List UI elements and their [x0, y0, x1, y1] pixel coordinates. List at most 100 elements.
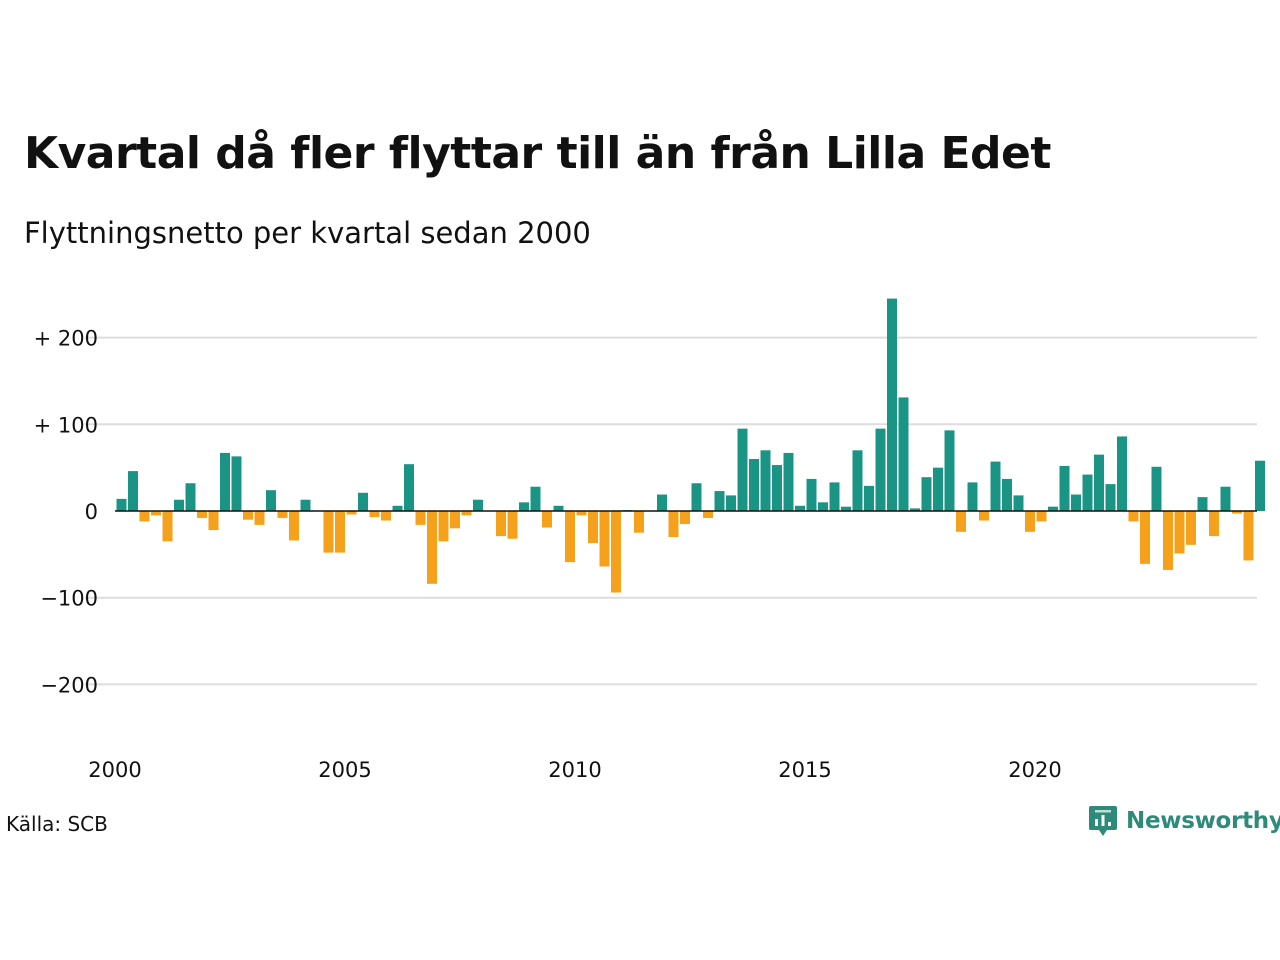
bar: [1174, 511, 1185, 554]
bar: [933, 467, 943, 511]
bar: [392, 505, 403, 511]
y-axis-labels: + 200 + 100 0 −100 −200: [34, 327, 98, 698]
bar: [680, 511, 690, 525]
x-tick-label: 2005: [318, 758, 371, 782]
bar: [1128, 511, 1139, 522]
bar: [829, 482, 840, 511]
bar: [335, 511, 345, 553]
bar: [772, 465, 782, 511]
bar: [1163, 511, 1173, 570]
bar-chart: + 200 + 100 0 −100 −200 2000 2005 2010 2015 2020: [34, 298, 1265, 782]
brand-name: Newsworthy: [1126, 808, 1280, 834]
bar: [231, 456, 242, 511]
bar: [323, 511, 334, 553]
bar: [450, 511, 460, 529]
bar: [1048, 506, 1058, 511]
bar: [289, 511, 299, 541]
bar: [1071, 494, 1081, 511]
bar: [1197, 497, 1208, 511]
bar: [1243, 511, 1254, 561]
x-tick-label: 2020: [1008, 758, 1061, 782]
bar: [1209, 511, 1219, 537]
bar: [197, 511, 207, 518]
chart-subtitle: Flyttningsnetto per kvartal sedan 2000: [24, 216, 591, 250]
bar: [967, 482, 978, 511]
bar: [783, 452, 794, 511]
bar: [565, 511, 575, 563]
bar: [1105, 484, 1116, 511]
bar: [737, 428, 748, 511]
bar: [749, 458, 759, 511]
bar: [668, 511, 679, 538]
bar: [956, 511, 966, 532]
bar: [116, 498, 127, 511]
bar: [1186, 511, 1196, 545]
bar: [944, 430, 955, 511]
bar: [703, 511, 713, 518]
bar: [300, 499, 311, 511]
bar: [1059, 465, 1070, 511]
bar: [588, 511, 598, 544]
chart-speech-bubble-icon: [1089, 806, 1117, 836]
bar: [979, 511, 989, 521]
bar: [875, 428, 886, 511]
bar: [760, 450, 771, 511]
bar: [714, 491, 725, 511]
bar: [415, 511, 426, 525]
bar: [128, 471, 138, 511]
y-tick-label: −200: [40, 673, 98, 697]
x-axis-labels: 2000 2005 2010 2015 2020: [88, 758, 1061, 782]
bar: [139, 511, 150, 522]
x-tick-label: 2010: [548, 758, 601, 782]
y-tick-label: −100: [40, 587, 98, 611]
bar: [795, 505, 805, 511]
bar: [841, 506, 851, 511]
bar: [254, 511, 265, 525]
bar: [898, 397, 909, 511]
bar: [1151, 466, 1162, 511]
bar: [726, 495, 736, 511]
bar: [346, 511, 357, 515]
bar: [266, 490, 276, 511]
bar: [1002, 478, 1012, 511]
bar: [1117, 436, 1127, 511]
x-tick-label: 2015: [778, 758, 831, 782]
bar: [1082, 474, 1093, 511]
bar: [818, 502, 828, 511]
bar: [369, 511, 380, 518]
bar: [691, 483, 702, 511]
bars: [116, 298, 1265, 593]
bar: [1025, 511, 1035, 532]
brand-logo: Newsworthy: [1088, 804, 1280, 838]
grid-lines: [85, 336, 1257, 686]
bar: [496, 511, 506, 537]
bar: [473, 499, 483, 511]
bar: [990, 461, 1001, 511]
bar: [553, 505, 564, 511]
bar: [852, 450, 863, 511]
bar: [151, 511, 161, 516]
y-tick-label: + 200: [34, 327, 98, 351]
bar: [381, 511, 391, 521]
bar: [921, 477, 932, 511]
bar: [404, 464, 414, 511]
y-tick-label: 0: [85, 500, 98, 524]
bar: [519, 502, 529, 511]
bar: [806, 478, 817, 511]
bar: [162, 511, 173, 542]
bar: [438, 511, 449, 542]
bar: [542, 511, 552, 528]
bar: [1094, 454, 1104, 511]
bar: [1140, 511, 1150, 564]
bar: [634, 511, 644, 533]
bar: [1036, 511, 1047, 522]
bar: [611, 511, 621, 593]
bar: [576, 511, 587, 516]
bar: [358, 492, 368, 511]
bar: [530, 486, 541, 511]
bar: [220, 452, 230, 511]
bar: [185, 483, 196, 511]
bar: [461, 511, 472, 516]
bar: [243, 511, 253, 520]
source-note: Källa: SCB: [6, 812, 108, 836]
